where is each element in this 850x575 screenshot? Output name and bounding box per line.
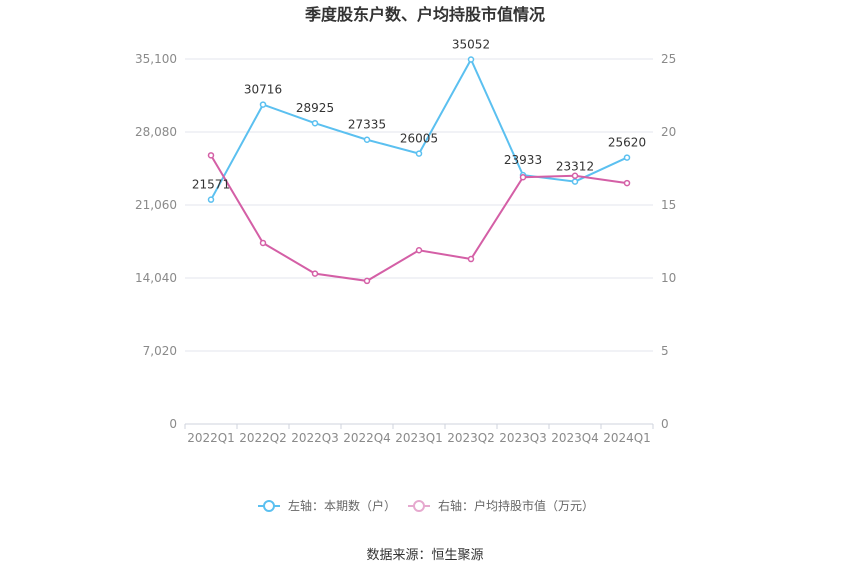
y-right-tick-label: 0 (661, 417, 669, 431)
data-point-left[interactable] (207, 196, 215, 203)
data-point-left[interactable] (571, 178, 579, 185)
x-tick-label: 2023Q4 (551, 431, 599, 445)
data-point-left[interactable] (363, 136, 371, 143)
y-left-tick-label: 0 (169, 417, 177, 431)
data-point-right[interactable] (311, 270, 319, 277)
x-tick-label: 2022Q3 (291, 431, 339, 445)
x-tick-label: 2022Q2 (239, 431, 287, 445)
y-right-tick-label: 20 (661, 125, 676, 139)
y-left-tick-label: 35,100 (135, 52, 177, 66)
y-left-tick-label: 28,080 (135, 125, 177, 139)
data-point-right[interactable] (623, 179, 631, 187)
data-label: 25620 (608, 136, 646, 150)
data-point-left[interactable] (623, 154, 631, 161)
y-left-tick-label: 7,020 (143, 344, 177, 358)
legend-label-right-series: 右轴：户均持股市值（万元） (438, 498, 594, 513)
data-point-right[interactable] (519, 174, 527, 181)
x-tick-label: 2022Q4 (343, 431, 391, 445)
axes: 0 7,020 14,040 21,060 28,080 35,100 0 5 10 15 20 25… (135, 52, 676, 445)
legend-marker-right-series (413, 500, 425, 512)
y-left-tick-label: 21,060 (135, 198, 177, 212)
data-label: 30716 (244, 83, 282, 97)
y-right-tick-label: 5 (661, 344, 669, 358)
data-label: 35052 (452, 37, 490, 51)
data-label: 26005 (400, 132, 438, 146)
data-point-left[interactable] (415, 150, 423, 157)
y-right-tick-label: 10 (661, 271, 676, 285)
data-label: 23312 (556, 160, 594, 174)
source-note: 数据来源：恒生聚源 (366, 548, 483, 563)
series-line-right (210, 154, 628, 282)
y-right-tick-label: 15 (661, 198, 676, 212)
data-point-left[interactable] (467, 56, 475, 63)
series (207, 56, 631, 285)
x-tick-label: 2023Q2 (447, 431, 495, 445)
x-tick-label: 2023Q1 (395, 431, 443, 445)
data-point-right[interactable] (259, 239, 267, 247)
data-label: 21571 (192, 178, 230, 192)
data-point-right[interactable] (363, 277, 371, 285)
x-tick-label: 2024Q1 (603, 431, 651, 445)
series-line-left (210, 57, 628, 201)
data-point-right[interactable] (207, 152, 215, 159)
data-labels: 21571 30716 28925 27335 26005 35052 23933 23312… (192, 37, 646, 191)
legend-marker-left-series (263, 500, 275, 512)
data-point-right[interactable] (415, 247, 423, 254)
legend: 左轴：本期数（户） 右轴：户均持股市值（万元） (258, 498, 594, 513)
data-point-left[interactable] (259, 101, 267, 108)
chart-title: 季度股东户数、户均持股市值情况 (304, 5, 545, 24)
legend-item-left-series[interactable]: 左轴：本期数（户） (258, 498, 396, 513)
x-tick-label: 2022Q1 (187, 431, 235, 445)
y-right-tick-label: 25 (661, 52, 676, 66)
data-point-right[interactable] (571, 172, 579, 180)
data-label: 27335 (348, 118, 386, 132)
grid (185, 58, 653, 425)
data-point-right[interactable] (467, 255, 475, 263)
data-point-left[interactable] (311, 119, 319, 127)
data-label: 28925 (296, 101, 334, 115)
y-left-tick-label: 14,040 (135, 271, 177, 285)
data-label: 23933 (504, 153, 542, 167)
legend-label-left-series: 左轴：本期数（户） (288, 498, 396, 513)
legend-item-right-series[interactable]: 右轴：户均持股市值（万元） (408, 498, 594, 513)
x-tick-label: 2023Q3 (499, 431, 547, 445)
